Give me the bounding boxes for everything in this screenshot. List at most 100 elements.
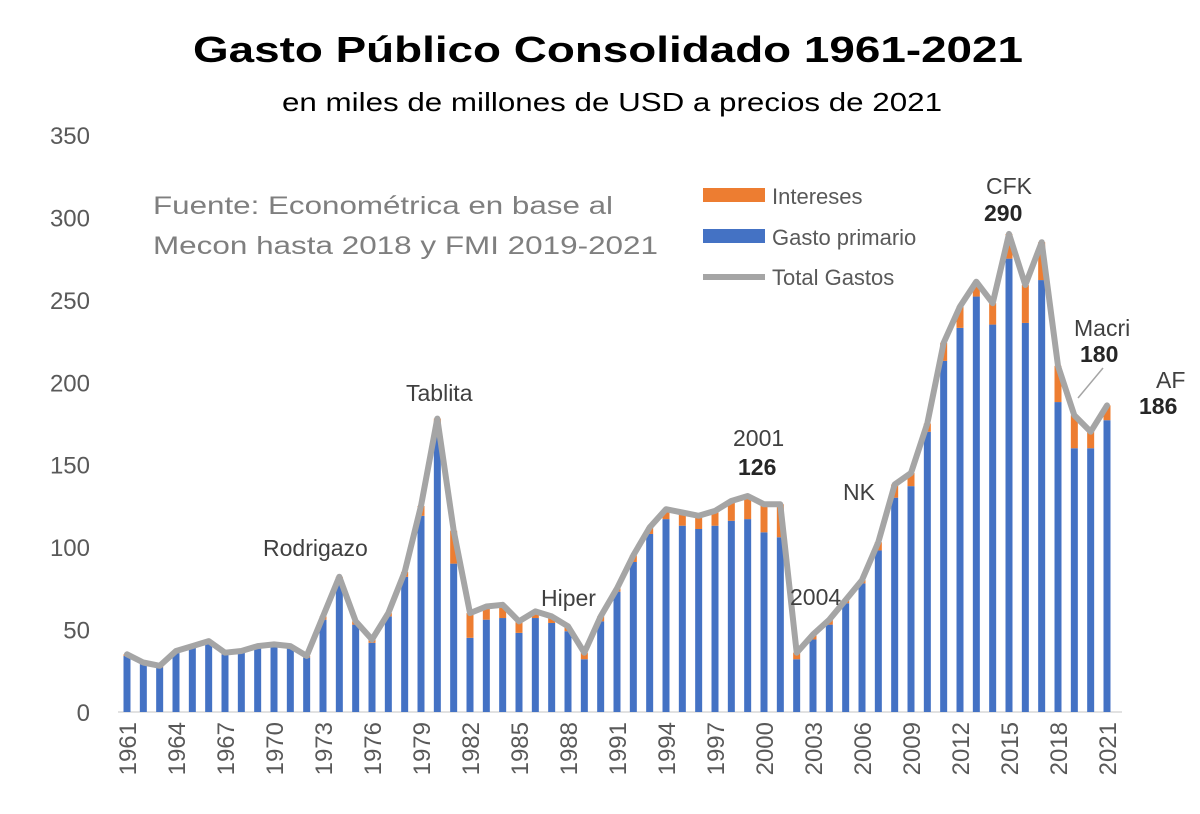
y-tick-label: 0	[77, 700, 90, 727]
legend-swatch-intereses	[703, 188, 765, 202]
x-tick-label: 1967	[213, 722, 240, 775]
x-axis: 1961 1964 1967 1970 1973 1976 1979 1982 1985 1988…	[115, 722, 1122, 775]
annotation-2001: 2001	[733, 425, 784, 451]
line-total-gastos	[124, 230, 1110, 669]
bar-gasto-primario	[205, 642, 213, 712]
bar-intereses	[1103, 405, 1111, 421]
bar-gasto-primario	[629, 561, 637, 712]
annotation-af: AF	[1156, 367, 1185, 393]
bar-gasto-primario	[695, 529, 703, 712]
bar-gasto-primario	[499, 618, 507, 712]
bar-intereses	[515, 621, 523, 633]
bar-gasto-primario	[384, 616, 392, 712]
bar-gasto-primario	[123, 655, 131, 712]
bar-intereses	[711, 510, 719, 526]
bar-gasto-primario	[303, 657, 311, 712]
annotation-2001-value: 126	[738, 454, 776, 480]
x-tick-label: 1976	[360, 722, 387, 775]
annotations: Rodrigazo Tablita Hiper 2001 126 2004 NK…	[263, 173, 1185, 611]
bar-intereses	[744, 496, 752, 520]
bar-intereses	[972, 281, 980, 297]
annotation-macri-leader	[1077, 367, 1104, 399]
chart-subtitle: en miles de millones de USD a precios de…	[282, 87, 942, 117]
bar-intereses	[662, 509, 670, 520]
x-tick-label: 1973	[311, 722, 338, 775]
legend-label-total-gastos: Total Gastos	[772, 265, 894, 290]
bar-gasto-primario	[727, 520, 735, 712]
x-tick-label: 2012	[948, 722, 975, 775]
chart-title: Gasto Público Consolidado 1961-2021	[193, 29, 1023, 70]
bar-gasto-primario	[874, 550, 882, 712]
x-tick-label: 1964	[164, 722, 191, 775]
x-tick-label: 2000	[752, 722, 779, 775]
bar-gasto-primario	[221, 654, 229, 712]
x-tick-label: 2003	[801, 722, 828, 775]
x-tick-label: 1991	[605, 722, 632, 775]
bar-intereses	[1021, 285, 1029, 323]
bar-gasto-primario	[548, 622, 556, 712]
bar-gasto-primario	[923, 431, 931, 712]
bar-intereses	[727, 500, 735, 521]
y-tick-label: 200	[50, 370, 90, 397]
annotation-af-value: 186	[1139, 393, 1177, 419]
bar-gasto-primario	[286, 647, 294, 712]
source-note-line-2: Mecon hasta 2018 y FMI 2019-2021	[153, 232, 658, 260]
bar-intereses	[450, 530, 458, 564]
legend: Intereses Gasto primario Total Gastos	[703, 184, 916, 290]
x-tick-label: 1988	[556, 722, 583, 775]
x-tick-label: 1997	[703, 722, 730, 775]
bar-gasto-primario	[1070, 448, 1078, 712]
bar-gasto-primario	[352, 624, 360, 712]
bar-gasto-primario	[254, 647, 262, 712]
bar-gasto-primario	[368, 642, 376, 712]
bar-gasto-primario	[776, 537, 784, 712]
x-tick-label: 1985	[507, 722, 534, 775]
bar-gasto-primario	[450, 563, 458, 712]
bar-intereses	[695, 515, 703, 530]
bar-gasto-primario	[678, 525, 686, 712]
bar-gasto-primario	[1021, 322, 1029, 712]
bar-gasto-primario	[531, 618, 539, 712]
bar-gasto-primario	[466, 637, 474, 712]
bar-intereses	[482, 606, 490, 620]
bar-gasto-primario	[1103, 420, 1111, 712]
bar-intereses	[956, 306, 964, 328]
bar-gasto-primario	[433, 428, 441, 712]
annotation-nk: NK	[843, 479, 876, 505]
bar-gasto-primario	[515, 632, 523, 712]
y-tick-label: 100	[50, 535, 90, 562]
source-note-line-1: Fuente: Econométrica en base al	[153, 192, 613, 220]
bar-intereses	[1087, 431, 1095, 449]
bar-gasto-primario	[564, 631, 572, 712]
bar-gasto-primario	[270, 646, 278, 712]
bar-gasto-primario	[744, 519, 752, 712]
bar-gasto-primario	[597, 621, 605, 712]
bar-gasto-primario	[482, 619, 490, 712]
x-tick-label: 1979	[409, 722, 436, 775]
bar-gasto-primario	[907, 486, 915, 712]
bar-gasto-primario	[172, 652, 180, 712]
x-tick-label: 1970	[262, 722, 289, 775]
bar-gasto-primario	[809, 639, 817, 712]
bar-gasto-primario	[891, 497, 899, 712]
bar-gasto-primario	[1087, 448, 1095, 712]
x-tick-label: 2021	[1095, 722, 1122, 775]
annotation-macri-value: 180	[1080, 341, 1118, 367]
x-tick-label: 2018	[1046, 722, 1073, 775]
bar-gasto-primario	[237, 652, 245, 712]
bar-gasto-primario	[613, 591, 621, 712]
bar-intereses	[580, 652, 588, 660]
bar-gasto-primario	[842, 603, 850, 712]
bar-gasto-primario	[417, 515, 425, 712]
bar-gasto-primario	[711, 525, 719, 712]
bar-gasto-primario	[972, 296, 980, 712]
y-tick-label: 300	[50, 205, 90, 232]
annotation-2004: 2004	[790, 584, 841, 610]
bar-gasto-primario	[188, 647, 196, 712]
bar-gasto-primario	[760, 532, 768, 712]
bar-gasto-primario	[956, 327, 964, 712]
bar-intereses	[907, 472, 915, 487]
x-tick-label: 2009	[899, 722, 926, 775]
y-tick-label: 150	[50, 453, 90, 480]
